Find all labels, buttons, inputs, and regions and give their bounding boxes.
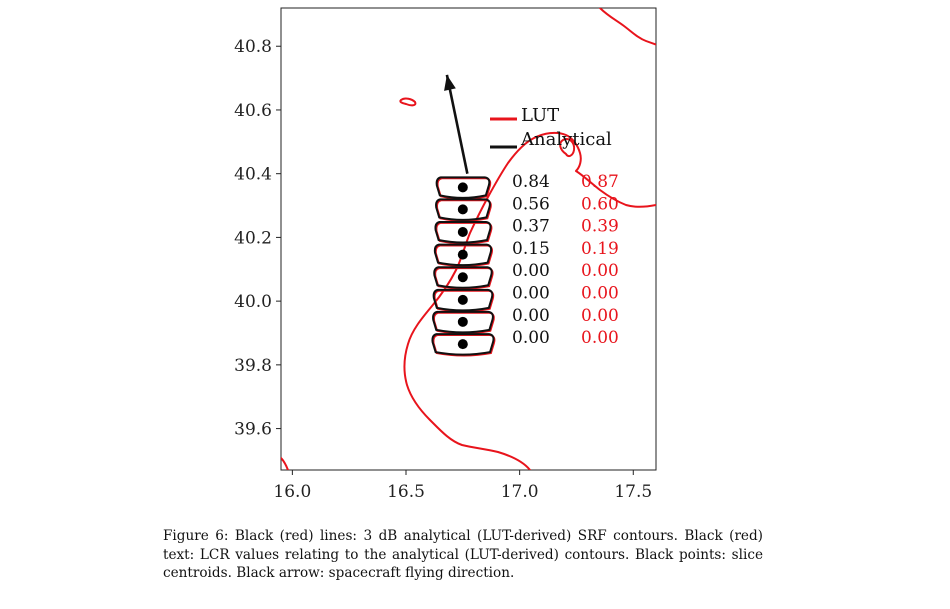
lcr-lut-value: 0.87 [581,172,619,192]
y-tick-label: 40.8 [234,37,272,57]
y-tick-label: 40.6 [234,101,272,121]
flying-direction-arrow [444,74,469,174]
slice-centroid [457,339,468,350]
analytical-contour [435,176,491,199]
slice-centroid [457,294,468,305]
y-tick-label: 40.2 [234,228,272,248]
lcr-analytical-column: 0.840.560.370.150.000.000.000.00 [512,172,550,348]
slice-centroids [457,182,468,350]
legend: LUT Analytical [490,105,612,150]
x-axis: 16.0 16.5 17.0 17.5 [273,470,652,502]
analytical-contour [433,243,493,267]
lcr-analytical-value: 0.00 [512,306,550,326]
analytical-contour [432,288,494,312]
x-tick-label: 16.0 [273,482,311,502]
lcr-lut-value: 0.60 [581,194,619,214]
analytical-contour [432,310,494,334]
slice-centroid [457,226,468,237]
lcr-analytical-value: 0.00 [512,328,550,348]
slice-centroid [457,204,468,215]
x-tick-label: 16.5 [387,482,425,502]
lcr-lut-column: 0.870.600.390.190.000.000.000.00 [581,172,619,348]
lcr-lut-value: 0.00 [581,284,619,304]
y-tick-label: 39.6 [234,420,272,440]
analytical-contour [435,198,491,221]
lcr-lut-value: 0.39 [581,217,619,237]
lcr-analytical-value: 0.84 [512,172,550,192]
analytical-contour [433,266,493,289]
y-tick-label: 40.4 [234,165,272,185]
arrow-shaft [445,74,469,174]
coastline-upper-right [599,8,656,46]
legend-label-analytical: Analytical [520,129,612,150]
lcr-analytical-value: 0.00 [512,261,550,281]
lcr-lut-value: 0.00 [581,328,619,348]
lcr-lut-value: 0.00 [581,261,619,281]
coastline-bay [559,138,576,158]
lcr-analytical-value: 0.15 [512,239,550,259]
srf-contours [431,176,496,357]
slice-centroid [457,316,468,327]
lcr-analytical-value: 0.37 [512,217,550,237]
analytical-contour [431,333,495,356]
slice-centroid [457,249,468,260]
legend-label-lut: LUT [521,105,559,126]
coastline-lines [281,8,656,470]
coastline-lower-left [281,457,289,470]
lcr-analytical-value: 0.56 [512,194,550,214]
y-axis: 40.8 40.6 40.4 40.2 40.0 39.8 39.6 [234,37,281,440]
plot-frame [280,7,657,471]
figure-plot: 40.8 40.6 40.4 40.2 40.0 39.8 39.6 16.0 16.5 17.… [234,7,657,502]
coastline-main [403,131,656,470]
slice-centroid [457,182,468,193]
x-tick-label: 17.5 [614,482,652,502]
y-tick-label: 39.8 [234,356,272,376]
coastline-islet [399,97,417,107]
analytical-contour [434,220,492,244]
slice-centroid [457,272,468,283]
lcr-analytical-value: 0.00 [512,284,550,304]
caption-text: Figure 6: Black (red) lines: 3 dB analyt… [163,528,763,582]
arrow-head [444,74,456,91]
x-tick-label: 17.0 [501,482,539,502]
lcr-lut-value: 0.19 [581,239,619,259]
y-tick-label: 40.0 [234,292,272,312]
figure-caption: Figure 6: Black (red) lines: 3 dB analyt… [163,527,763,583]
lcr-lut-value: 0.00 [581,306,619,326]
